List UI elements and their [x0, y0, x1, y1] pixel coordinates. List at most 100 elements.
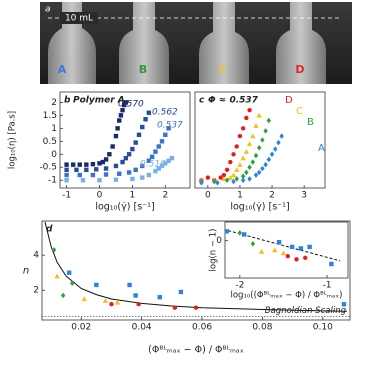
y-tick-label: 4	[33, 251, 39, 261]
point	[247, 176, 252, 182]
point	[240, 173, 246, 180]
point	[97, 161, 102, 166]
bottles	[48, 2, 326, 84]
point	[205, 175, 211, 180]
point	[224, 167, 230, 173]
x-axis-label: log₁₀(γ̇) [s⁻¹]	[230, 202, 289, 213]
series-label: D	[285, 95, 293, 106]
point	[130, 176, 135, 182]
point	[51, 247, 57, 253]
point	[263, 161, 268, 168]
point	[256, 144, 262, 151]
series-label: 0.570	[118, 100, 144, 110]
point	[127, 282, 132, 288]
y-tick-label: -1	[48, 176, 57, 186]
point	[218, 175, 223, 180]
point	[123, 155, 129, 161]
x-tick-label: 0.02	[71, 323, 91, 333]
point	[234, 176, 239, 182]
sample-label: B	[139, 63, 147, 76]
y-tick-label: -0.5	[39, 163, 57, 173]
x-tick-label: 0.06	[192, 323, 212, 333]
point	[66, 270, 72, 275]
plot-area	[64, 100, 175, 183]
point	[276, 240, 282, 245]
point	[84, 162, 89, 167]
point	[269, 151, 275, 158]
point	[153, 168, 158, 174]
point	[90, 161, 96, 167]
series-label: A	[318, 143, 325, 154]
point	[81, 296, 87, 302]
point	[64, 162, 69, 167]
point	[266, 156, 272, 163]
point	[107, 152, 112, 157]
point	[166, 126, 171, 131]
inset-background	[225, 222, 348, 278]
x-tick-label: -2	[235, 281, 244, 291]
y-tick-label: 2	[33, 286, 39, 296]
bottle	[276, 2, 326, 84]
bottle	[119, 2, 169, 84]
x-tick-label: 2	[162, 191, 168, 201]
point	[273, 146, 278, 152]
point	[253, 172, 259, 178]
point	[120, 107, 125, 113]
point	[94, 167, 99, 172]
x-tick-label: 2	[269, 191, 275, 201]
point	[70, 162, 76, 167]
point	[156, 166, 161, 171]
y-tick-label: 0	[51, 150, 57, 160]
point	[258, 248, 265, 254]
y-axis-label: log(n − 1)	[209, 229, 219, 272]
point	[140, 163, 145, 169]
point	[263, 128, 268, 134]
x-tick-label: 0	[205, 191, 211, 201]
panel-label: b	[64, 96, 71, 106]
point	[231, 152, 236, 157]
point	[247, 107, 252, 113]
point	[247, 164, 252, 171]
point	[298, 246, 304, 251]
point	[234, 144, 239, 149]
point	[143, 117, 148, 122]
y-tick-label: 1.5	[43, 111, 57, 121]
point	[231, 178, 236, 185]
point	[113, 133, 119, 139]
point	[237, 230, 243, 236]
point	[224, 177, 230, 184]
plot-frame	[59, 91, 191, 189]
point	[280, 250, 287, 256]
x-tick-label: -1	[62, 191, 71, 201]
point	[54, 273, 60, 279]
point	[250, 159, 255, 165]
sample-label: C	[218, 63, 226, 76]
point	[303, 255, 308, 260]
point	[169, 155, 175, 161]
plot-area	[42, 221, 350, 317]
panel-title: Polymer A	[73, 96, 125, 106]
point	[227, 174, 234, 180]
panel-label: c	[199, 96, 205, 106]
point	[115, 126, 120, 131]
point	[240, 155, 246, 161]
point	[153, 149, 158, 154]
x-tick-label: 3	[301, 191, 307, 201]
point	[199, 180, 204, 186]
point	[272, 247, 278, 253]
point	[285, 254, 291, 259]
point	[69, 280, 75, 287]
y-axis-label: n	[23, 266, 29, 277]
x-axis-label: log₁₀(γ̇) [s⁻¹]	[95, 202, 154, 213]
point	[157, 295, 162, 300]
point	[120, 159, 125, 165]
sample-label: A	[58, 63, 67, 76]
point	[126, 170, 132, 175]
point	[100, 159, 105, 165]
point	[307, 244, 312, 250]
point	[163, 132, 168, 138]
panel-label: a	[45, 5, 51, 15]
point	[266, 117, 272, 124]
point	[103, 157, 109, 162]
volume-label: 10 mL	[65, 14, 93, 24]
